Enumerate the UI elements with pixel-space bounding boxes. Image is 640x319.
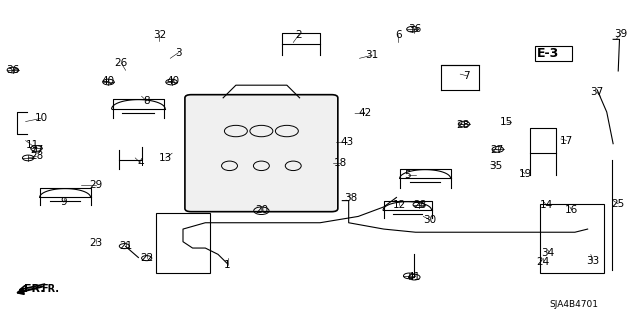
Text: 11: 11 xyxy=(26,140,38,150)
Text: 8: 8 xyxy=(143,96,150,106)
Bar xyxy=(540,204,604,273)
Text: 18: 18 xyxy=(334,158,347,168)
Text: 27: 27 xyxy=(30,145,43,155)
Text: 41: 41 xyxy=(408,272,421,282)
Text: 19: 19 xyxy=(518,169,532,179)
Text: 16: 16 xyxy=(565,205,579,215)
Text: 5: 5 xyxy=(404,170,412,180)
Text: 7: 7 xyxy=(463,71,470,81)
Text: 31: 31 xyxy=(365,50,379,60)
Text: FR.: FR. xyxy=(41,284,59,293)
Text: 3: 3 xyxy=(175,48,182,58)
Text: 36: 36 xyxy=(408,24,421,34)
Text: 37: 37 xyxy=(591,87,604,98)
Text: 40: 40 xyxy=(167,76,180,86)
Text: 32: 32 xyxy=(153,30,166,40)
Text: 12: 12 xyxy=(393,200,406,210)
Text: 23: 23 xyxy=(89,238,102,248)
Text: 28: 28 xyxy=(413,200,426,210)
FancyBboxPatch shape xyxy=(536,46,572,62)
Text: 30: 30 xyxy=(423,215,436,225)
Text: 13: 13 xyxy=(159,153,172,163)
Text: 24: 24 xyxy=(536,257,550,267)
Text: 36: 36 xyxy=(6,65,19,75)
Text: SJA4B4701: SJA4B4701 xyxy=(549,300,598,309)
Text: FR.: FR. xyxy=(24,284,45,293)
Text: 25: 25 xyxy=(612,199,625,209)
Text: 9: 9 xyxy=(61,197,67,207)
Text: 14: 14 xyxy=(540,200,553,210)
Text: 29: 29 xyxy=(89,180,102,190)
Text: E-3: E-3 xyxy=(537,47,559,60)
Text: 4: 4 xyxy=(137,158,143,168)
Text: 15: 15 xyxy=(500,116,513,127)
Text: 40: 40 xyxy=(102,76,115,86)
Text: 21: 21 xyxy=(119,241,132,251)
Text: 1: 1 xyxy=(224,260,231,271)
Text: 33: 33 xyxy=(586,256,599,266)
FancyBboxPatch shape xyxy=(185,95,338,212)
Text: 10: 10 xyxy=(35,113,47,123)
Text: 34: 34 xyxy=(541,248,555,258)
Text: 39: 39 xyxy=(614,29,627,39)
Text: 20: 20 xyxy=(255,205,268,215)
Text: 28: 28 xyxy=(456,120,469,130)
Text: 42: 42 xyxy=(358,108,371,118)
Text: 28: 28 xyxy=(30,151,43,161)
Text: 35: 35 xyxy=(489,161,502,171)
Text: 22: 22 xyxy=(140,253,154,263)
Text: 38: 38 xyxy=(344,193,357,203)
Text: 17: 17 xyxy=(560,136,573,145)
Text: 43: 43 xyxy=(340,137,353,147)
Text: 26: 26 xyxy=(115,58,128,68)
Text: 6: 6 xyxy=(395,30,402,40)
Text: 27: 27 xyxy=(490,145,504,155)
Bar xyxy=(156,213,210,273)
Text: 2: 2 xyxy=(296,30,302,40)
